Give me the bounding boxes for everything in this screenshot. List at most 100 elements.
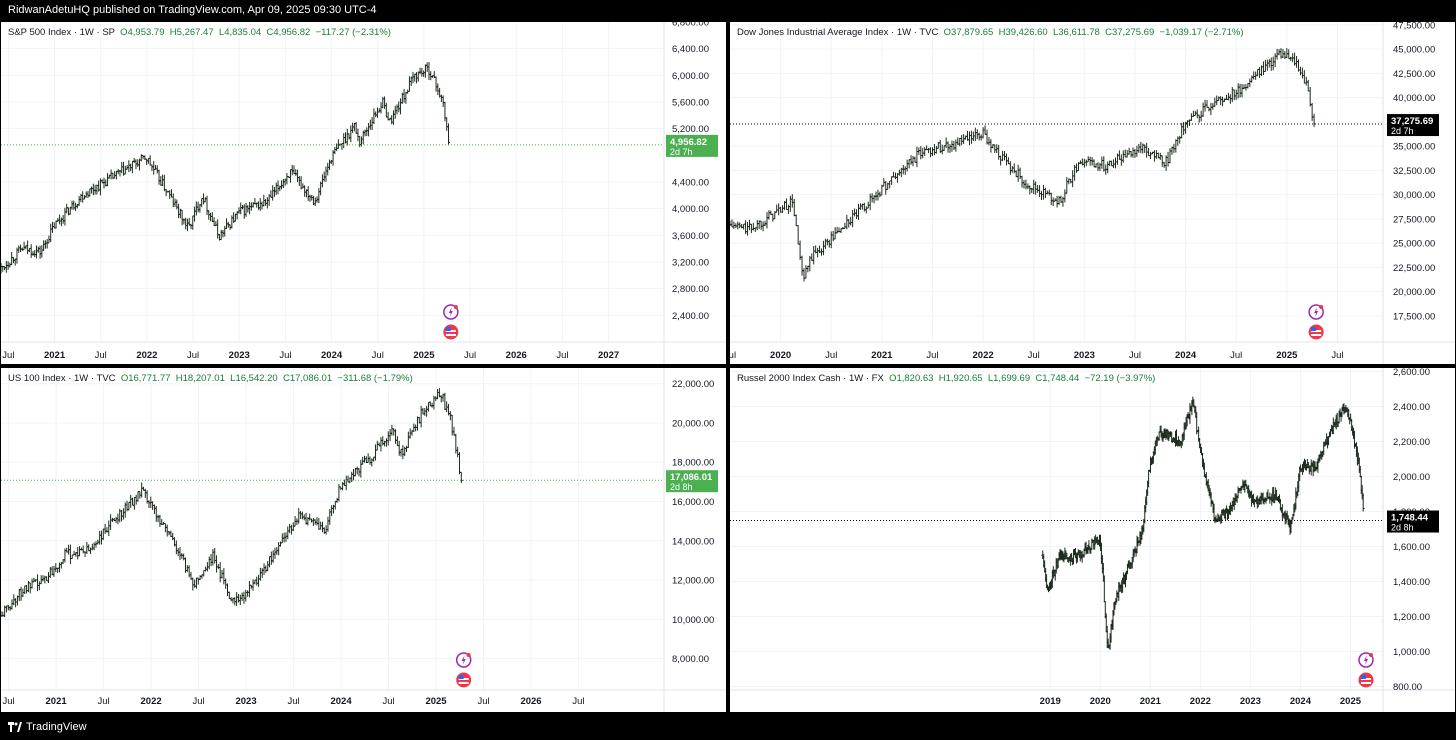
ohlc-bar — [265, 197, 269, 209]
ohlc-bar — [1020, 175, 1024, 188]
ohlc-bar — [399, 448, 403, 457]
ohlc-bar — [367, 122, 371, 137]
ohlc-bar — [405, 445, 409, 453]
last-price-badge — [1387, 510, 1439, 533]
time-tick-label: Jul — [464, 350, 476, 361]
ohlc-bar — [145, 158, 149, 165]
chart-rut[interactable]: 2,600.002,400.002,200.002,000.001,800.00… — [730, 368, 1455, 712]
ohlc-bar — [98, 530, 102, 545]
chart-dji[interactable]: 47,500.0045,000.0042,500.0040,000.0037,5… — [730, 22, 1455, 364]
legend-spx: S&P 500 Index · 1W · SP O4,953.79 H5,267… — [8, 27, 391, 38]
notification-dot-icon — [453, 305, 458, 309]
ohlc-bar — [1038, 185, 1042, 198]
ohlc-bar — [407, 76, 411, 92]
ohlc-bars — [730, 48, 1316, 282]
ohlc-bar — [68, 544, 72, 565]
ohlc-bar — [853, 208, 857, 217]
chart-ndx[interactable]: 22,000.00 20,000.00 18,000.00 16,000.00 14,0… — [1, 368, 726, 712]
ohlc-bar — [328, 159, 332, 170]
ohlc-bar — [88, 188, 92, 197]
price-tick-label: 1,000.00 — [1393, 647, 1430, 658]
time-tick-label: Jul — [95, 350, 107, 361]
legend-change: −311.68 (−1.79%) — [337, 373, 413, 384]
time-tick-label: Jul — [372, 350, 384, 361]
ohlc-bar — [1217, 96, 1221, 102]
legend-symbol: Dow Jones Industrial Average Index · 1W … — [737, 27, 939, 38]
ohlc-bar — [876, 189, 880, 201]
tradingview-logo-icon — [8, 722, 22, 732]
ohlc-bar — [218, 562, 222, 583]
ohlc-bar — [948, 144, 952, 153]
ohlc-bar — [399, 98, 403, 115]
ohlc-bar — [203, 197, 207, 203]
ohlc-bar — [210, 212, 214, 223]
ohlc-bar — [952, 141, 956, 151]
ohlc-bar — [1157, 431, 1161, 441]
ohlc-bar — [372, 108, 376, 125]
ohlc-bar — [102, 177, 106, 189]
ohlc-bar — [1106, 161, 1110, 174]
ohlc-bar — [1149, 151, 1153, 159]
chart-panel-spx[interactable]: 6,800.00 6,400.00 6,000.00 5,600.00 5,200.00… — [1, 22, 726, 364]
ohlc-bar — [1010, 165, 1014, 173]
price-tick-label: 30,000.00 — [1393, 190, 1435, 201]
footer-bar: TradingView — [0, 714, 1456, 740]
ohlc-bar — [747, 219, 751, 231]
gridlines — [730, 368, 1383, 690]
chart-panel-dji[interactable]: 47,500.0045,000.0042,500.0040,000.0037,5… — [730, 22, 1455, 364]
ohlc-bar — [384, 102, 388, 118]
ohlc-bar — [394, 429, 398, 444]
ohlc-bar — [330, 505, 334, 517]
ohlc-bar — [161, 174, 165, 187]
ohlc-bar — [1302, 70, 1306, 84]
ohlc-bar — [158, 514, 162, 527]
ohlc-bar — [156, 514, 160, 523]
ohlc-bar — [981, 127, 985, 139]
time-tick-label: 2023 — [235, 696, 256, 707]
ohlc-bar — [1152, 150, 1156, 162]
legend-change: −72.19 (−3.97%) — [1084, 373, 1156, 384]
last-price-timer: 2d 8h — [670, 482, 693, 492]
publish-header: RidwanAdetuHQ published on TradingView.c… — [0, 0, 1456, 21]
ohlc-bar — [49, 223, 53, 243]
ohlc-bar — [1004, 153, 1008, 166]
chart-spx[interactable]: 6,800.00 6,400.00 6,000.00 5,600.00 5,200.00… — [1, 22, 726, 364]
ohlc-bar — [296, 169, 300, 183]
ohlc-bar — [276, 180, 280, 195]
ohlc-bar — [930, 147, 934, 157]
time-tick-label: 2022 — [141, 696, 162, 707]
ohlc-bar — [1102, 156, 1106, 172]
legend-open: O4,953.79 — [120, 27, 165, 38]
ohlc-bar — [1252, 71, 1256, 80]
ohlc-bar — [99, 530, 103, 545]
ohlc-bar — [946, 141, 950, 153]
ohlc-bar — [373, 444, 377, 461]
ohlc-bar — [317, 188, 321, 204]
time-tick-label: 2021 — [1140, 696, 1162, 707]
time-tick-label: 2023 — [229, 350, 250, 361]
ohlc-bar — [132, 496, 136, 510]
chart-panel-ndx[interactable]: 22,000.00 20,000.00 18,000.00 16,000.00 14,0… — [1, 368, 726, 712]
ohlc-bar — [303, 185, 307, 197]
time-tick-label: Jul — [98, 696, 110, 707]
footer-brand[interactable]: TradingView — [26, 721, 87, 733]
ohlc-bar — [1131, 147, 1135, 158]
ohlc-bar — [89, 547, 93, 554]
ohlc-bar — [36, 246, 40, 253]
ohlc-bar — [42, 240, 46, 252]
ohlc-bar — [1273, 53, 1277, 68]
ohlc-bar — [288, 523, 292, 534]
ohlc-bar — [354, 121, 358, 134]
ohlc-bar — [70, 554, 74, 559]
ohlc-bar — [1263, 59, 1267, 72]
ohlc-bar — [456, 446, 460, 458]
ohlc-bar — [1205, 100, 1209, 108]
time-tick-label: 2024 — [321, 350, 343, 361]
ohlc-bar — [864, 206, 868, 214]
ohlc-bar — [893, 172, 897, 180]
chart-panel-rut[interactable]: 2,600.002,400.002,200.002,000.001,800.00… — [730, 368, 1455, 712]
ohlc-bar — [86, 190, 90, 198]
ohlc-bar — [402, 88, 406, 103]
ohlc-bar — [355, 466, 359, 475]
